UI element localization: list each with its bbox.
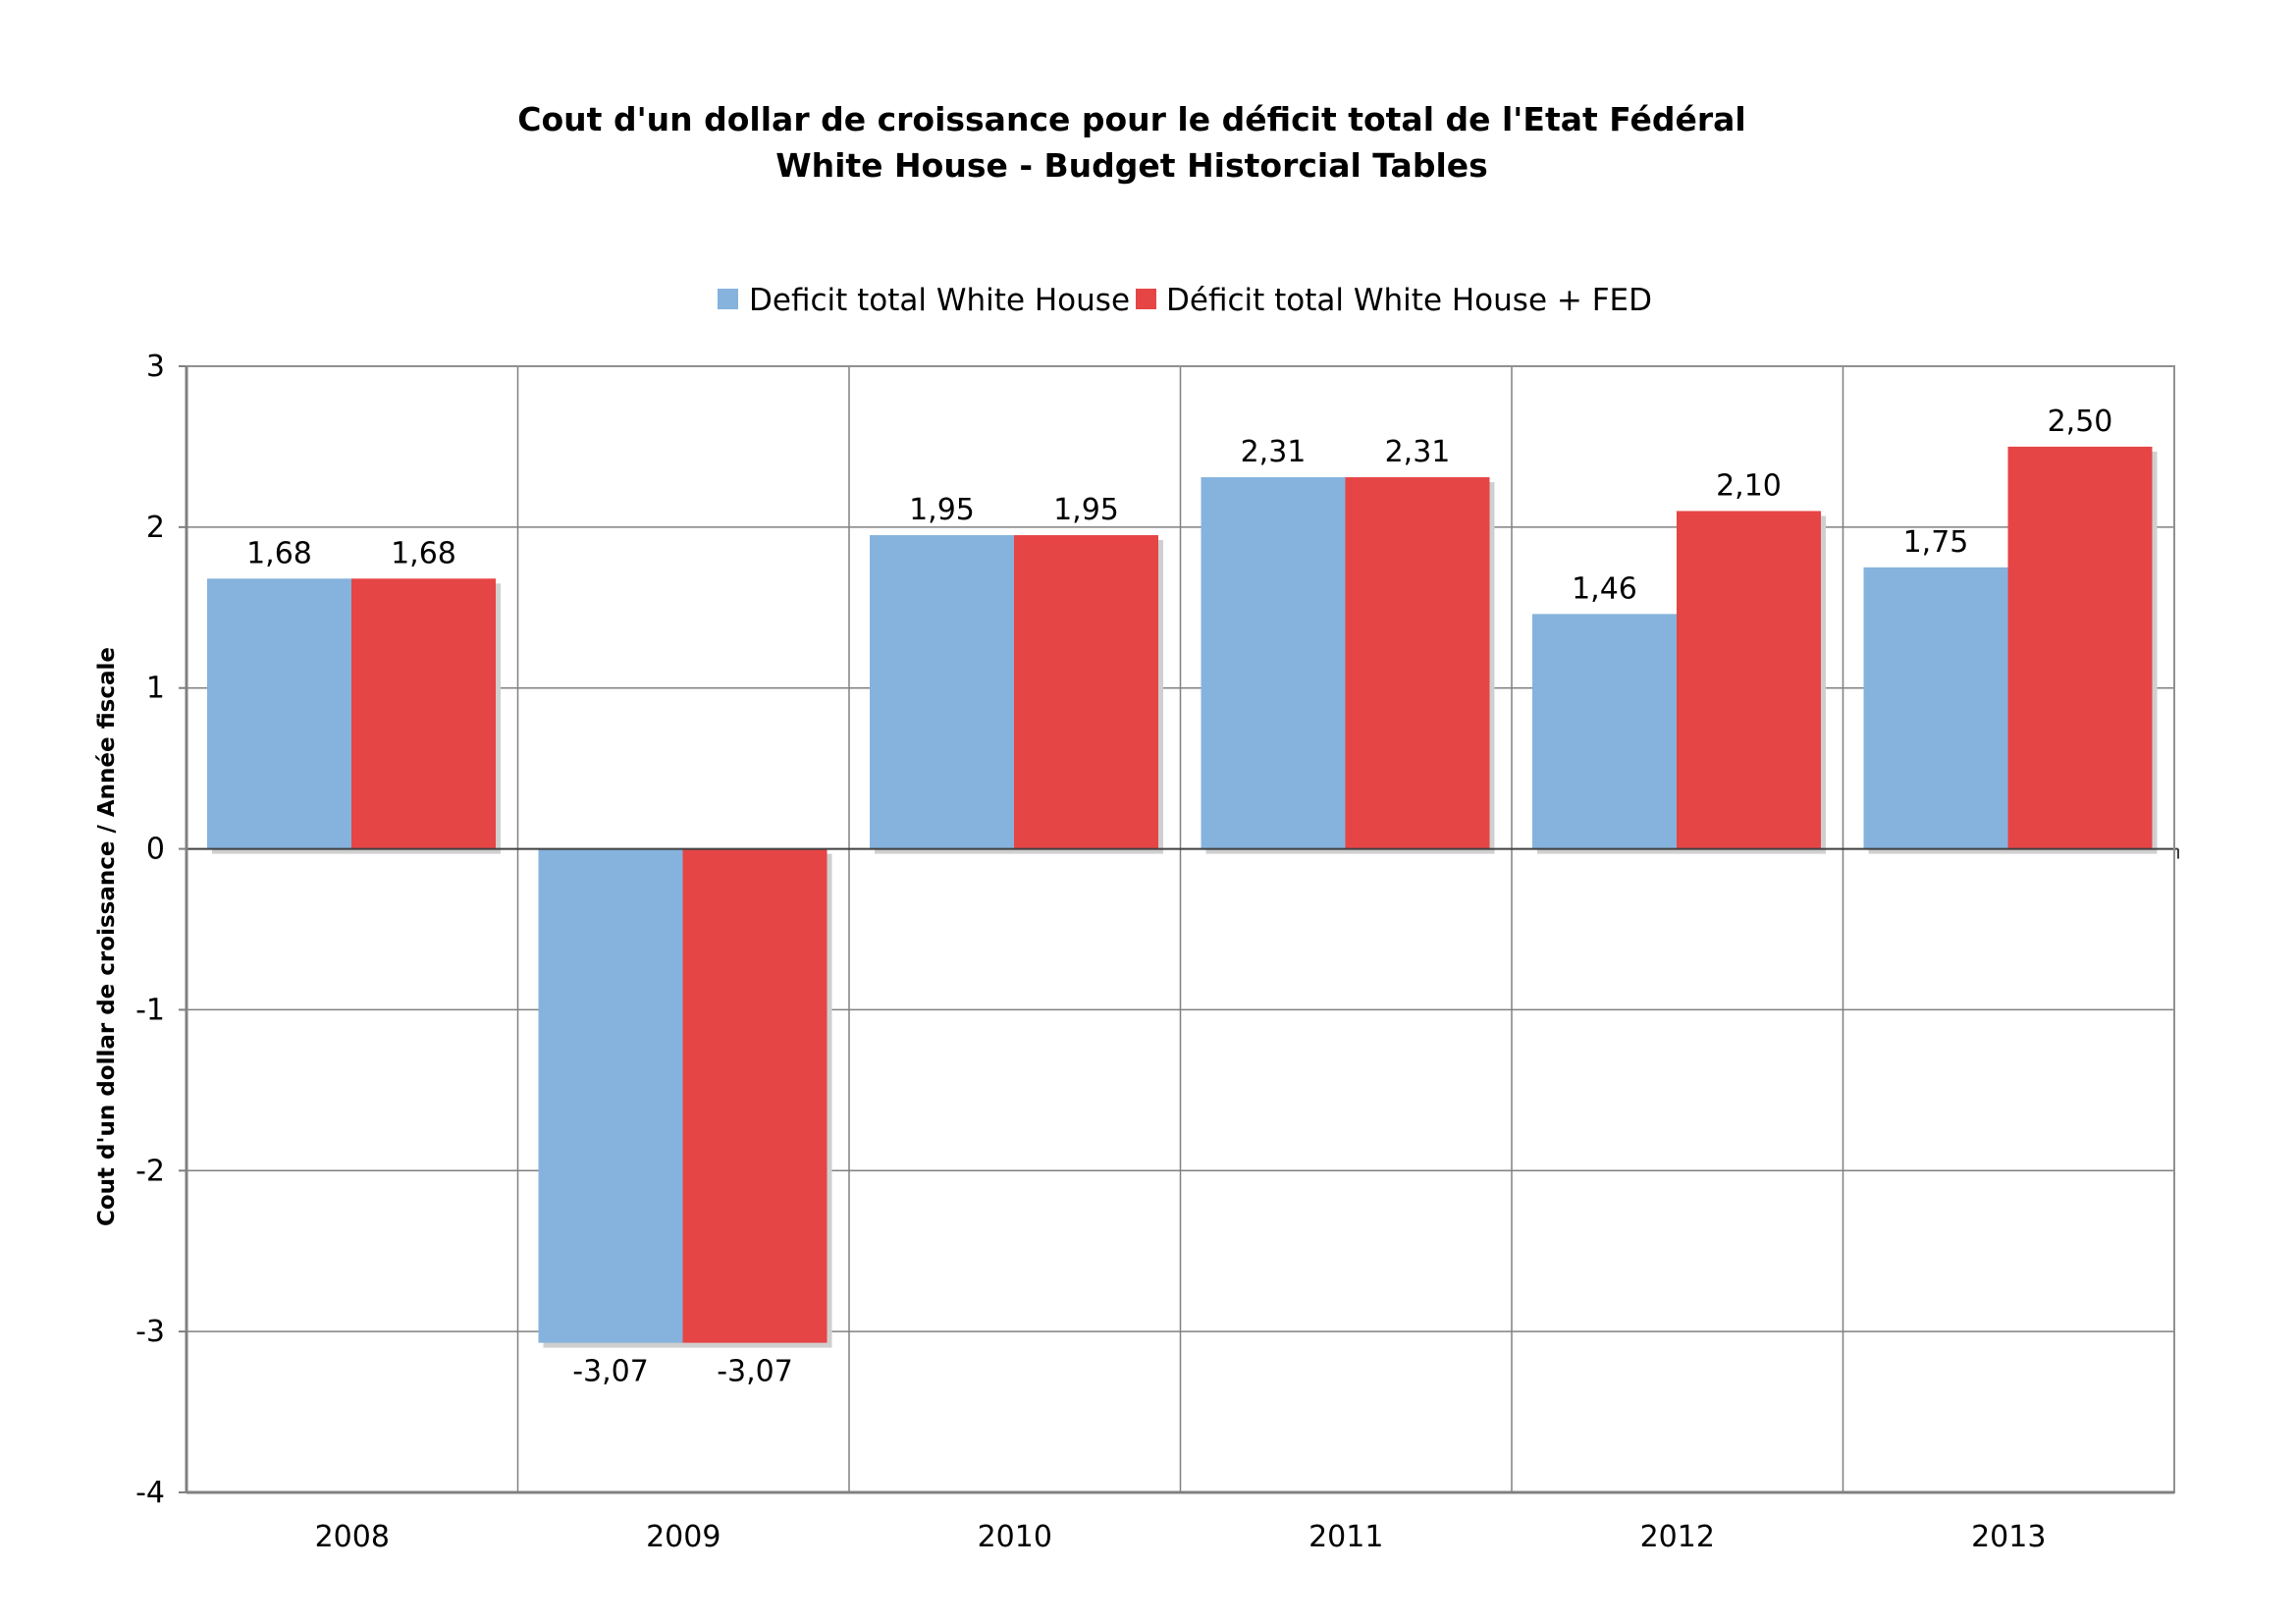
legend-swatch-series-2	[1136, 289, 1156, 309]
legend-label-series-1: Deficit total White House	[749, 283, 1130, 318]
legend-swatch-series-1	[718, 289, 738, 309]
legend: Deficit total White House Déficit total …	[718, 283, 1652, 318]
chart-title: Cout d'un dollar de croissance pour le d…	[517, 100, 1745, 138]
y-tick-label: 2	[146, 511, 165, 545]
y-axis-title: Cout d'un dollar de croissance / Année f…	[94, 647, 120, 1226]
y-tick-label: -2	[135, 1154, 165, 1188]
bar-1	[1201, 477, 1346, 849]
bar-1	[538, 848, 683, 1343]
data-label: -3,07	[717, 1355, 793, 1389]
y-tick-label: -1	[135, 993, 165, 1027]
chart-subtitle: White House - Budget Historcial Tables	[775, 146, 1488, 185]
data-label: 1,68	[391, 536, 456, 570]
data-label: 1,95	[909, 493, 975, 527]
plot-area: 3 2 1 0 -1 -2 -3 -4 1,68 1,68 2008 -3,07 -3,07 2009 1,…	[135, 350, 2179, 1554]
data-label: 2,50	[2048, 405, 2113, 439]
y-tick-label: 0	[146, 833, 165, 867]
data-label: 2,31	[1385, 435, 1451, 469]
legend-label-series-2: Déficit total White House + FED	[1166, 283, 1652, 318]
bar-2	[1345, 477, 1490, 849]
data-label: 1,46	[1572, 571, 1637, 606]
bar-1	[870, 535, 1014, 849]
y-tick-label: 1	[146, 672, 165, 706]
x-tick-label: 2013	[1971, 1520, 2046, 1554]
x-tick-label: 2010	[978, 1520, 1052, 1554]
bar-2	[682, 848, 828, 1343]
data-label: 1,68	[246, 536, 312, 570]
data-label: 2,10	[1716, 468, 1782, 503]
data-label: 1,75	[1903, 525, 1969, 560]
y-tick-label: -4	[135, 1476, 165, 1510]
y-tick-label: -3	[135, 1315, 165, 1349]
bar-2	[1014, 535, 1158, 849]
bar-1	[1863, 567, 2008, 849]
x-tick-label: 2009	[646, 1520, 721, 1554]
data-label: 2,31	[1241, 435, 1307, 469]
y-tick-label: 3	[146, 350, 165, 384]
bar-2	[351, 578, 496, 849]
data-label: 1,95	[1053, 493, 1119, 527]
bar-1	[1532, 614, 1677, 849]
x-tick-label: 2011	[1308, 1520, 1383, 1554]
bar-2	[1677, 511, 1821, 849]
x-tick-label: 2008	[315, 1520, 390, 1554]
x-tick-label: 2012	[1640, 1520, 1715, 1554]
bar-2	[2007, 446, 2153, 849]
data-label: -3,07	[572, 1355, 649, 1389]
bar-1	[207, 578, 351, 849]
